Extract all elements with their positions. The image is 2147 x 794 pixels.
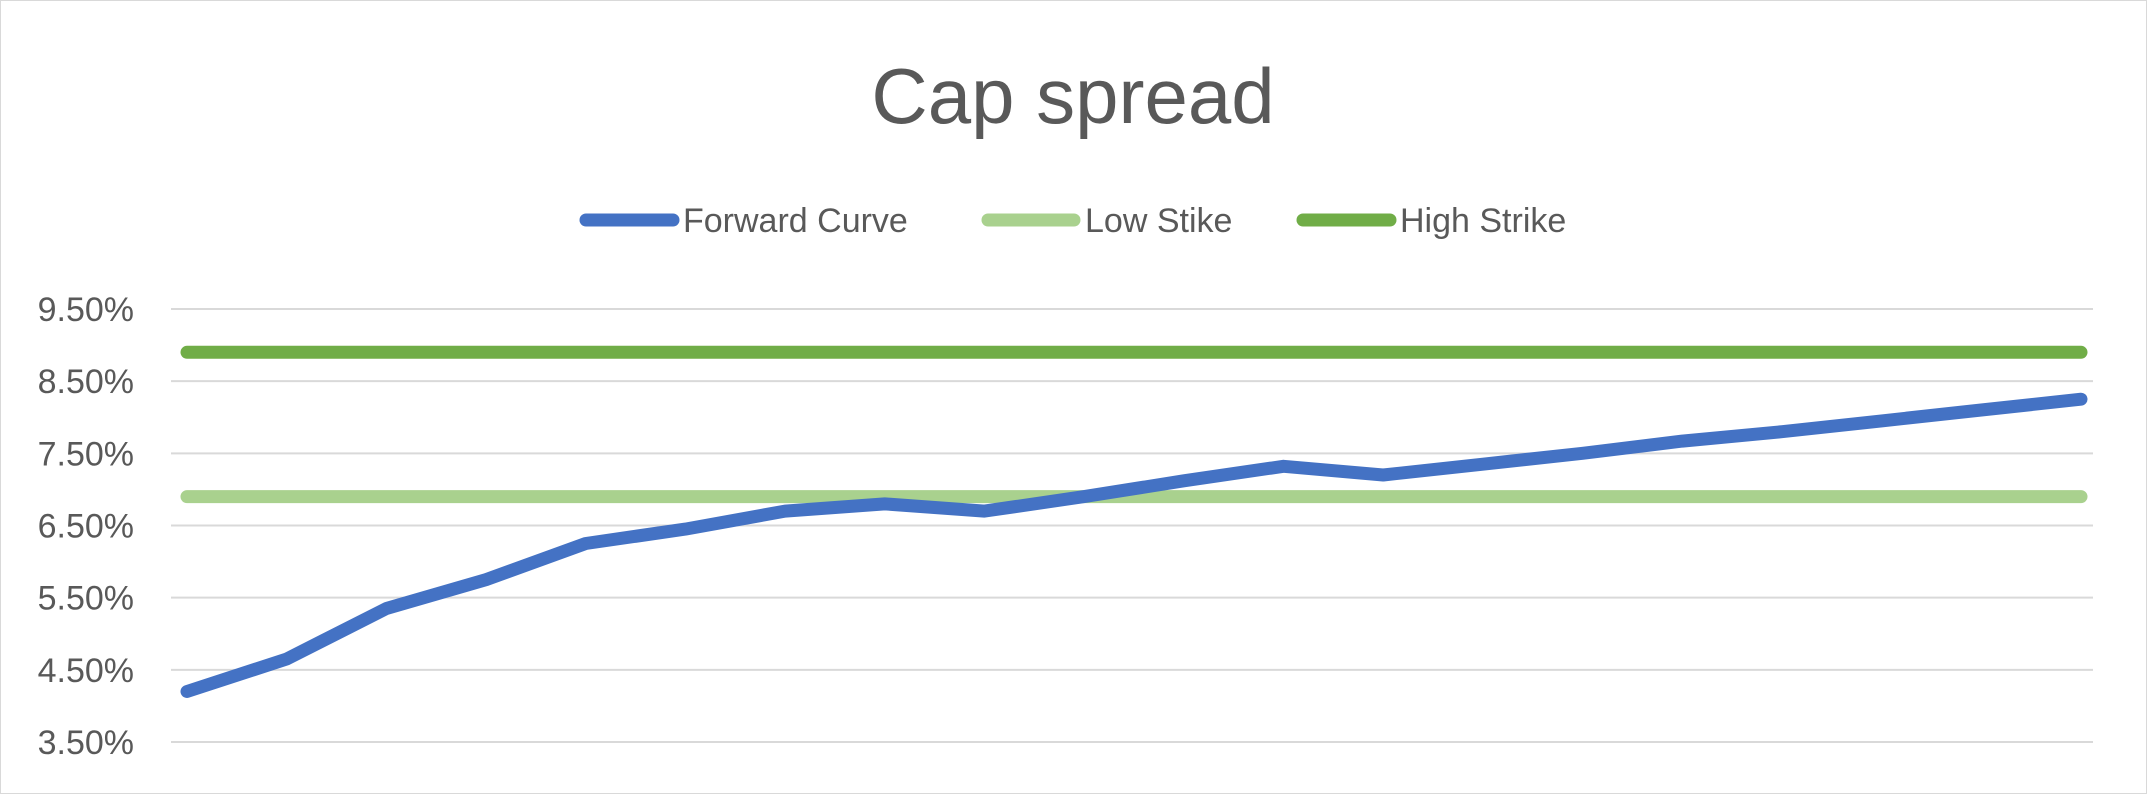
legend-label-forward-curve: Forward Curve xyxy=(683,202,908,240)
chart-title: Cap spread xyxy=(871,52,1274,140)
series-group xyxy=(180,345,2088,698)
y-axis: 9.50% 8.50% 7.50% 6.50% 5.50% 4.50% 3.50% xyxy=(38,291,134,762)
legend: Forward Curve Low Stike High Strike xyxy=(579,202,1566,240)
legend-label-low-stike: Low Stike xyxy=(1085,202,1232,240)
gridlines xyxy=(171,308,2093,743)
y-tick-label: 9.50% xyxy=(38,291,134,329)
y-tick-label: 5.50% xyxy=(38,580,134,618)
y-tick-label: 3.50% xyxy=(38,724,134,762)
legend-label-high-strike: High Strike xyxy=(1400,202,1566,240)
y-tick-label: 6.50% xyxy=(38,508,134,546)
y-tick-label: 7.50% xyxy=(38,435,134,473)
series-line-forward-curve xyxy=(180,392,2088,698)
y-tick-label: 8.50% xyxy=(38,363,134,401)
y-tick-label: 4.50% xyxy=(38,652,134,690)
